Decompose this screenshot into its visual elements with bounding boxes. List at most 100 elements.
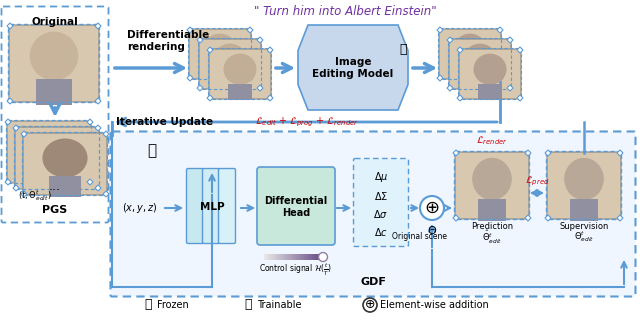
Text: Trainable: Trainable: [257, 300, 301, 310]
Text: Prediction: Prediction: [471, 222, 513, 231]
Text: " Turn him into Albert Einstein": " Turn him into Albert Einstein": [253, 5, 436, 18]
FancyBboxPatch shape: [353, 158, 408, 246]
FancyBboxPatch shape: [186, 169, 204, 244]
Circle shape: [319, 252, 328, 261]
Polygon shape: [207, 95, 213, 101]
Text: 🔒: 🔒: [399, 43, 407, 56]
Text: Element-wise addition: Element-wise addition: [380, 300, 489, 310]
FancyBboxPatch shape: [199, 39, 261, 89]
Ellipse shape: [472, 158, 512, 200]
Polygon shape: [517, 95, 523, 101]
Polygon shape: [87, 179, 93, 185]
FancyBboxPatch shape: [458, 64, 482, 80]
Text: Differential
Head: Differential Head: [264, 196, 328, 218]
Polygon shape: [247, 27, 253, 33]
FancyBboxPatch shape: [40, 170, 74, 191]
Polygon shape: [103, 191, 109, 197]
Polygon shape: [13, 125, 19, 131]
FancyBboxPatch shape: [477, 198, 506, 221]
Text: 🔒: 🔒: [144, 299, 152, 311]
Text: $\Theta^{t}_{edit}$: $\Theta^{t}_{edit}$: [574, 229, 594, 244]
FancyBboxPatch shape: [547, 152, 621, 219]
Text: $\mathcal{L}_{edit}$ + $\mathcal{L}_{prog}$ + $\mathcal{L}_{render}$: $\mathcal{L}_{edit}$ + $\mathcal{L}_{pro…: [255, 115, 358, 129]
Polygon shape: [7, 98, 13, 104]
Polygon shape: [257, 37, 263, 43]
Polygon shape: [267, 47, 273, 53]
Polygon shape: [257, 85, 263, 91]
FancyBboxPatch shape: [257, 167, 335, 245]
FancyBboxPatch shape: [208, 64, 232, 80]
Polygon shape: [447, 85, 453, 91]
Polygon shape: [545, 215, 551, 221]
Polygon shape: [103, 131, 109, 137]
Text: 🔥: 🔥: [244, 299, 252, 311]
Ellipse shape: [26, 126, 72, 165]
Polygon shape: [457, 47, 463, 53]
Polygon shape: [617, 150, 623, 156]
Polygon shape: [453, 215, 459, 221]
Polygon shape: [447, 37, 453, 43]
Polygon shape: [517, 47, 523, 53]
Circle shape: [363, 298, 377, 312]
Polygon shape: [298, 25, 408, 110]
Polygon shape: [437, 75, 443, 81]
Polygon shape: [507, 85, 513, 91]
FancyBboxPatch shape: [15, 127, 99, 189]
Polygon shape: [21, 131, 27, 137]
Text: PGS: PGS: [42, 205, 68, 215]
Ellipse shape: [204, 34, 237, 65]
Text: $(t, \Theta^{t}_{edit})$: $(t, \Theta^{t}_{edit})$: [18, 188, 52, 203]
Polygon shape: [87, 119, 93, 125]
Polygon shape: [457, 95, 463, 101]
FancyBboxPatch shape: [111, 132, 636, 297]
FancyBboxPatch shape: [33, 164, 65, 185]
Text: $\mathcal{L}_{pred}$: $\mathcal{L}_{pred}$: [525, 175, 549, 188]
Text: Iterative Update: Iterative Update: [116, 117, 213, 127]
FancyBboxPatch shape: [218, 169, 236, 244]
FancyBboxPatch shape: [49, 176, 81, 197]
FancyBboxPatch shape: [570, 198, 598, 221]
Polygon shape: [95, 98, 101, 104]
Polygon shape: [507, 37, 513, 43]
FancyBboxPatch shape: [189, 29, 251, 79]
Circle shape: [420, 196, 444, 220]
Polygon shape: [247, 75, 253, 81]
Polygon shape: [497, 27, 503, 33]
Ellipse shape: [223, 53, 257, 85]
Text: 🔥: 🔥: [147, 143, 157, 158]
Polygon shape: [497, 75, 503, 81]
Polygon shape: [13, 185, 19, 191]
Ellipse shape: [30, 32, 78, 80]
FancyBboxPatch shape: [7, 121, 91, 183]
FancyBboxPatch shape: [459, 49, 521, 99]
Ellipse shape: [564, 158, 604, 200]
Text: $\mathcal{L}_{render}$: $\mathcal{L}_{render}$: [476, 134, 508, 147]
FancyBboxPatch shape: [468, 74, 492, 90]
FancyBboxPatch shape: [209, 49, 271, 99]
Text: ...: ...: [49, 180, 61, 193]
Polygon shape: [95, 125, 101, 131]
Text: Supervision: Supervision: [559, 222, 609, 231]
Polygon shape: [21, 191, 27, 197]
Polygon shape: [187, 75, 193, 81]
Ellipse shape: [454, 34, 486, 65]
FancyBboxPatch shape: [478, 84, 502, 100]
Text: Differentiable
rendering: Differentiable rendering: [127, 30, 209, 52]
Text: $\oplus$: $\oplus$: [424, 199, 440, 217]
Ellipse shape: [214, 44, 246, 75]
Text: Control signal $\mathcal{H}(\frac{t}{T})$: Control signal $\mathcal{H}(\frac{t}{T})…: [259, 262, 333, 278]
Polygon shape: [207, 47, 213, 53]
Polygon shape: [187, 27, 193, 33]
Text: $\Theta$: $\Theta$: [427, 224, 437, 236]
Text: Original scene: Original scene: [392, 232, 447, 241]
FancyBboxPatch shape: [439, 29, 501, 79]
Text: $\hat{\Theta}^{t}_{edit}$: $\hat{\Theta}^{t}_{edit}$: [482, 229, 502, 246]
Polygon shape: [267, 95, 273, 101]
Text: $(x, y, z)$: $(x, y, z)$: [122, 201, 157, 215]
FancyBboxPatch shape: [23, 133, 107, 195]
Polygon shape: [7, 23, 13, 29]
FancyBboxPatch shape: [218, 74, 242, 90]
Text: GDF: GDF: [360, 277, 386, 287]
Text: Original: Original: [31, 17, 78, 27]
FancyBboxPatch shape: [455, 152, 529, 219]
